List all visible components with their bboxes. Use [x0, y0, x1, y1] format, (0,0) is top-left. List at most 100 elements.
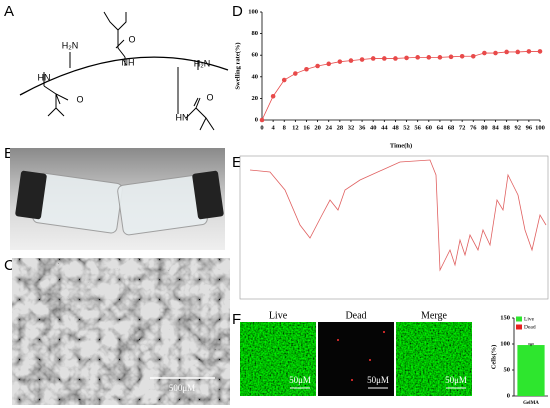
x-tick-label: 12	[292, 124, 299, 131]
x-tick-label: 32	[348, 124, 355, 131]
vial-photo	[10, 148, 225, 250]
panel-label: A	[4, 3, 14, 20]
data-point	[326, 61, 332, 67]
x-tick-label: 60	[426, 124, 433, 131]
x-tick-label: 0	[260, 124, 263, 131]
x-tick-label: 84	[492, 124, 499, 131]
y-tick-label: 100	[248, 8, 258, 15]
data-point	[359, 57, 365, 62]
y-tick-label: 50	[504, 366, 511, 373]
scale-label: 50μM	[367, 375, 389, 385]
data-point	[370, 56, 376, 61]
bar	[517, 345, 545, 396]
chem-label: H₂N	[62, 40, 79, 50]
x-tick-label: 8	[283, 124, 287, 131]
y-axis-label: Cells(%)	[490, 345, 497, 370]
legend-swatch	[516, 324, 522, 330]
y-tick-label: 60	[252, 52, 259, 59]
data-point	[259, 117, 265, 123]
data-point	[537, 49, 543, 54]
x-tick-label: 96	[526, 124, 533, 131]
scale-label: 500μM	[169, 383, 195, 393]
chem-label: O	[128, 34, 135, 44]
panel-label: C	[4, 257, 15, 274]
data-point	[304, 66, 309, 72]
x-tick-label: 80	[481, 124, 488, 131]
x-tick-label: 100	[535, 124, 545, 131]
x-tick-label: 4	[271, 124, 275, 131]
x-tick-label: GelMA	[523, 401, 539, 406]
y-tick-label: 80	[252, 30, 259, 37]
data-point	[393, 56, 398, 61]
data-point	[470, 53, 476, 59]
image-title: Dead	[345, 310, 366, 321]
x-tick-label: 52	[403, 124, 410, 131]
data-point	[337, 59, 343, 64]
data-point	[281, 77, 287, 83]
chem-label: HN	[176, 112, 189, 122]
x-tick-label: 20	[314, 124, 321, 131]
image-title: Merge	[421, 310, 447, 321]
chem-label: HN	[38, 72, 51, 82]
x-tick-label: 36	[359, 124, 366, 131]
panel-label: D	[232, 3, 243, 20]
x-tick-label: 92	[515, 124, 522, 131]
data-point	[515, 49, 521, 55]
y-tick-label: 40	[252, 73, 259, 80]
y-tick-label: 150	[500, 314, 510, 321]
data-point	[415, 55, 420, 60]
data-point	[382, 56, 387, 61]
data-point	[426, 55, 432, 60]
data-point	[448, 54, 454, 60]
x-tick-label: 88	[503, 124, 510, 131]
x-axis-label: Time(h)	[390, 142, 412, 149]
x-tick-label: 68	[448, 124, 455, 131]
legend-label: Dead	[524, 324, 536, 330]
y-tick-label: 0	[255, 116, 258, 123]
chem-label: O	[206, 92, 213, 102]
data-point	[437, 55, 443, 60]
scale-label: 50μM	[289, 375, 311, 385]
data-point	[493, 50, 498, 56]
legend-swatch	[516, 316, 522, 322]
data-point	[404, 55, 409, 61]
scale-label: 50μM	[445, 375, 467, 385]
data-line	[261, 51, 540, 121]
image-title: Live	[269, 310, 288, 321]
panel-label: B	[4, 145, 14, 162]
data-point	[348, 58, 354, 63]
x-tick-label: 64	[437, 124, 444, 131]
micrographs	[240, 322, 472, 396]
x-tick-label: 72	[459, 124, 466, 131]
x-tick-label: 48	[392, 124, 399, 131]
x-tick-label: 16	[303, 124, 310, 131]
sem-image	[12, 258, 230, 405]
x-tick-label: 28	[337, 124, 344, 131]
data-point	[482, 50, 487, 56]
y-axis-label: Swelling rate(%)	[234, 42, 241, 89]
legend-label: Live	[524, 316, 535, 322]
y-tick-label: 20	[252, 95, 259, 102]
x-tick-label: 24	[325, 124, 332, 131]
panel-label: F	[232, 311, 241, 328]
data-point	[526, 49, 532, 54]
x-tick-label: 76	[470, 124, 477, 131]
structure	[19, 11, 229, 131]
x-tick-label: 56	[414, 124, 421, 131]
chem-label: O	[76, 94, 83, 104]
data-point	[315, 63, 320, 69]
panel-label: E	[232, 154, 242, 171]
y-tick-label: 100	[500, 340, 510, 347]
data-point	[293, 71, 298, 76]
data-point	[270, 93, 276, 99]
data-point	[504, 49, 509, 55]
chem-label: H₂N	[194, 58, 211, 68]
x-tick-label: 44	[381, 124, 388, 131]
chem-label: NH	[122, 57, 135, 67]
data-point	[459, 53, 465, 59]
y-tick-label: 0	[507, 392, 510, 399]
x-tick-label: 40	[370, 124, 377, 131]
spectrum	[239, 155, 549, 300]
error-bar	[528, 343, 534, 347]
